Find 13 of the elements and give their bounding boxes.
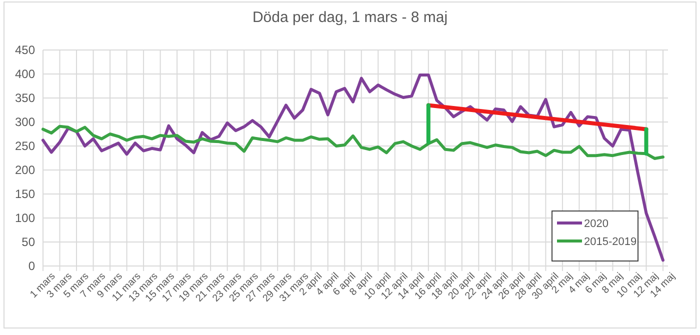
legend-label: 2020 — [584, 218, 608, 230]
y-tick-label: 400 — [14, 66, 36, 81]
y-tick-label: 200 — [14, 162, 36, 177]
y-tick-label: 350 — [14, 90, 36, 105]
y-tick-label: 0 — [28, 258, 36, 273]
chart-title: Döda per dag, 1 mars - 8 maj — [252, 9, 448, 26]
y-tick-label: 150 — [14, 186, 36, 201]
legend-label: 2015-2019 — [584, 236, 637, 248]
y-tick-label: 100 — [14, 210, 36, 225]
y-tick-label: 300 — [14, 114, 36, 129]
y-tick-label: 50 — [22, 234, 36, 249]
y-tick-label: 450 — [14, 42, 36, 57]
y-tick-label: 250 — [14, 138, 36, 153]
